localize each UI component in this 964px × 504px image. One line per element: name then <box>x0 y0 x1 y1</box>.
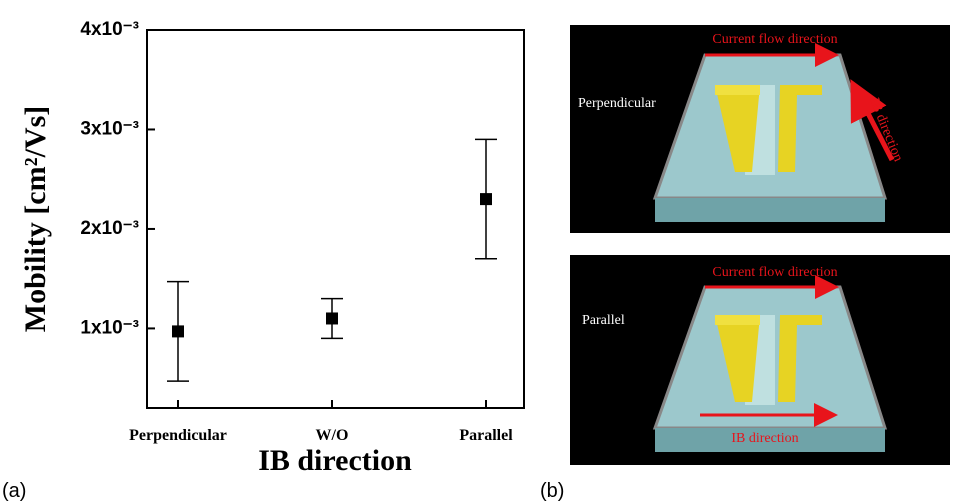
page: IB direction Mobility [cm²/Vs] (a) (b) C… <box>0 0 964 504</box>
x-tick-label: Parallel <box>459 427 513 444</box>
diagram-panel: Current flow direction Perpendicular IB … <box>570 25 950 233</box>
x-tick-label: W/O <box>316 427 349 444</box>
y-tick-label: 2x10⁻³ <box>80 218 139 239</box>
panel-label: (b) <box>540 480 564 502</box>
diagram-text: IB direction <box>731 431 798 446</box>
marker <box>480 193 492 205</box>
y-axis-title: Mobility [cm²/Vs] <box>19 106 52 332</box>
y-tick-label: 4x10⁻³ <box>80 19 139 40</box>
y-tick-label: 1x10⁻³ <box>80 317 139 338</box>
diagram-panel: Current flow direction Parallel IB direc… <box>570 255 950 465</box>
marker <box>326 312 338 324</box>
y-tick-label: 3x10⁻³ <box>80 118 139 139</box>
diagram-text: Parallel <box>582 313 625 328</box>
diagram-text: Current flow direction <box>712 32 837 47</box>
diagram-text: Perpendicular <box>578 96 656 111</box>
plot-frame <box>147 30 524 408</box>
marker <box>172 325 184 337</box>
diagram-text: Current flow direction <box>712 265 837 280</box>
x-tick-label: Perpendicular <box>129 427 227 444</box>
figure: IB direction Mobility [cm²/Vs] (a) (b) C… <box>0 0 964 504</box>
panel-label: (a) <box>2 480 26 502</box>
x-axis-title: IB direction <box>258 444 412 477</box>
